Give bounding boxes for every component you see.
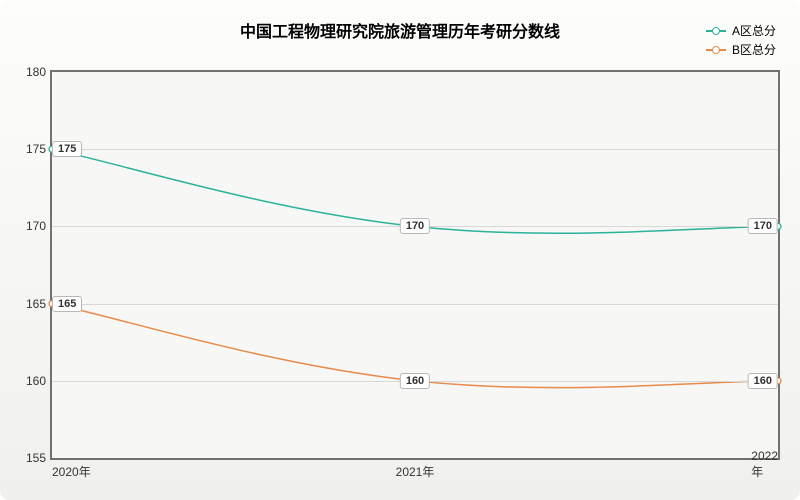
x-axis-tick: 2022年 [751,449,778,480]
legend-label: A区总分 [732,22,776,39]
legend-item: B区总分 [706,41,776,58]
y-axis-tick: 180 [12,65,46,79]
chart-title: 中国工程物理研究院旅游管理历年考研分数线 [0,18,800,42]
legend-swatch-b [706,49,726,51]
plot-area: 1551601651701751802020年2021年2022年1751701… [50,70,780,460]
x-axis-tick: 2020年 [52,463,91,480]
legend-item: A区总分 [706,22,776,39]
data-label: 170 [748,218,778,234]
data-label: 175 [52,141,82,157]
y-axis-tick: 160 [12,374,46,388]
data-label: 160 [748,373,778,389]
data-label: 160 [400,373,430,389]
chart-container: 中国工程物理研究院旅游管理历年考研分数线 A区总分 B区总分 155 160 165… [0,0,800,500]
y-axis-tick: 155 [12,451,46,465]
legend-swatch-a [706,30,726,32]
y-axis-tick: 175 [12,142,46,156]
x-axis-tick: 2021年 [396,463,435,480]
data-label: 170 [400,218,430,234]
y-axis-tick: 165 [12,297,46,311]
data-label: 165 [52,296,82,312]
legend: A区总分 B区总分 [706,22,776,60]
legend-label: B区总分 [732,41,776,58]
y-axis-tick: 170 [12,219,46,233]
chart-svg [52,72,778,458]
